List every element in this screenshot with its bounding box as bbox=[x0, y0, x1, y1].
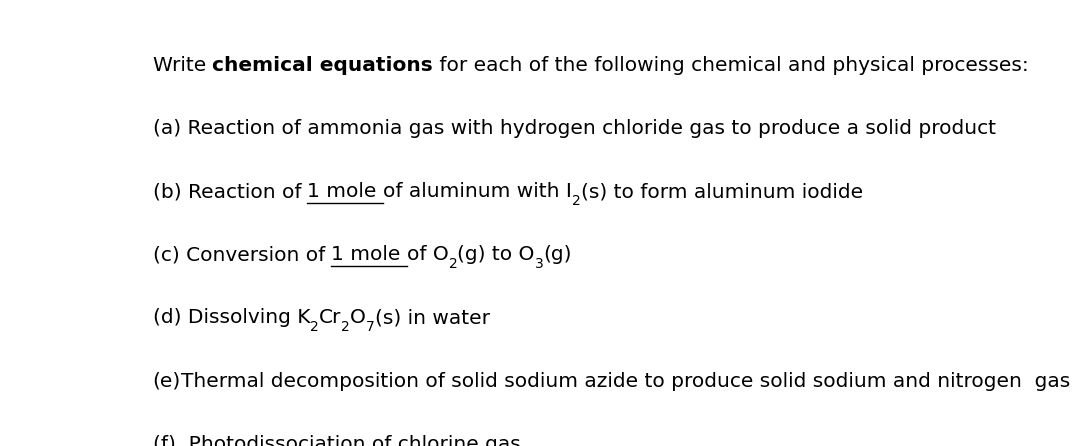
Text: 7: 7 bbox=[366, 320, 375, 334]
Text: (c) Conversion of: (c) Conversion of bbox=[153, 245, 331, 264]
Text: of aluminum with I: of aluminum with I bbox=[383, 182, 572, 201]
Text: 2: 2 bbox=[449, 257, 458, 271]
Text: Cr: Cr bbox=[319, 309, 342, 327]
Text: of O: of O bbox=[407, 245, 449, 264]
Text: Thermal decomposition of solid sodium azide to produce solid sodium and nitrogen: Thermal decomposition of solid sodium az… bbox=[180, 372, 1070, 391]
Text: (g) to O: (g) to O bbox=[458, 245, 535, 264]
Text: 2: 2 bbox=[310, 320, 319, 334]
Text: (e): (e) bbox=[153, 372, 180, 391]
Text: (a) Reaction of ammonia gas with hydrogen chloride gas to produce a solid produc: (a) Reaction of ammonia gas with hydroge… bbox=[153, 119, 996, 138]
Text: 3: 3 bbox=[535, 257, 543, 271]
Text: for each of the following chemical and physical processes:: for each of the following chemical and p… bbox=[433, 56, 1029, 74]
Text: (s) to form aluminum iodide: (s) to form aluminum iodide bbox=[581, 182, 862, 201]
Text: (b) Reaction of: (b) Reaction of bbox=[153, 182, 307, 201]
Text: 1 mole: 1 mole bbox=[307, 182, 383, 201]
Text: (d) Dissolving K: (d) Dissolving K bbox=[153, 309, 310, 327]
Text: O: O bbox=[350, 309, 366, 327]
Text: 2: 2 bbox=[342, 320, 350, 334]
Text: 2: 2 bbox=[572, 194, 581, 208]
Text: (f)  Photodissociation of chlorine gas: (f) Photodissociation of chlorine gas bbox=[153, 435, 520, 446]
Text: 1 mole: 1 mole bbox=[331, 245, 407, 264]
Text: chemical equations: chemical equations bbox=[213, 56, 433, 74]
Text: (s) in water: (s) in water bbox=[375, 309, 490, 327]
Text: (g): (g) bbox=[543, 245, 572, 264]
Text: Write: Write bbox=[153, 56, 213, 74]
